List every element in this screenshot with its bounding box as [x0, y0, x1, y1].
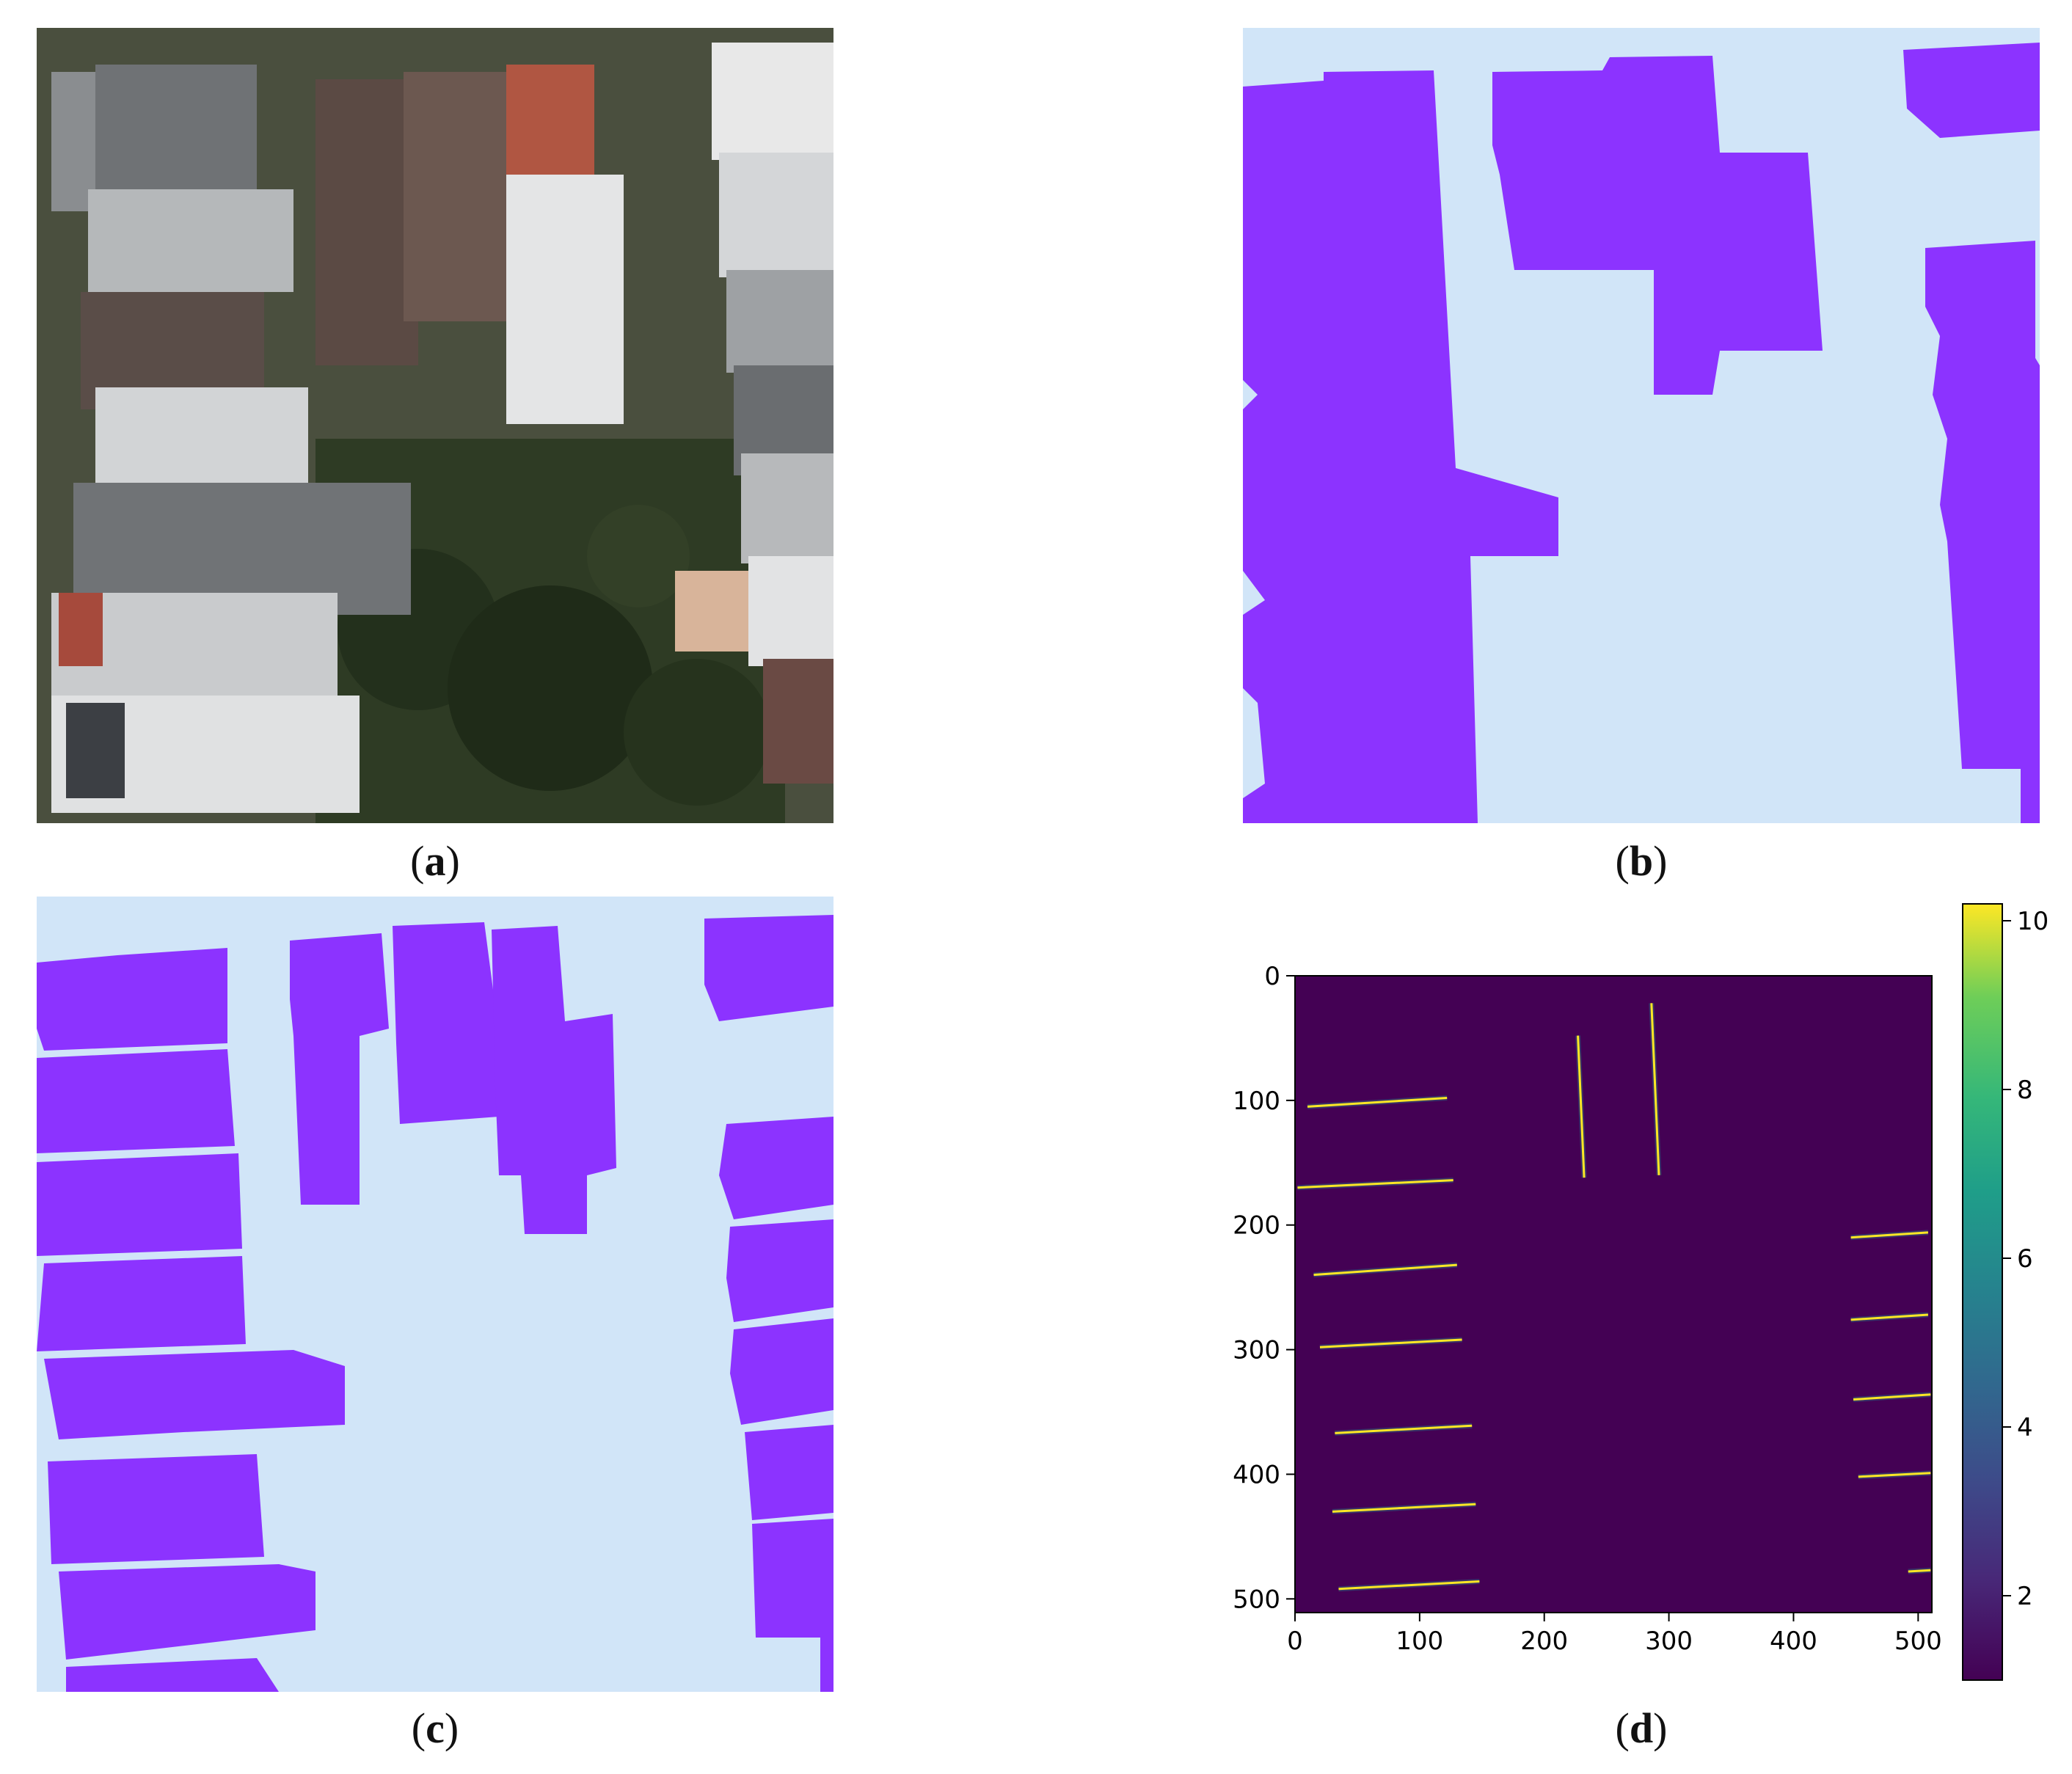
y-tick-label-1: 100 [1233, 1087, 1280, 1116]
panel-b-mask [1243, 28, 2040, 823]
x-tick-label-1: 100 [1396, 1627, 1443, 1656]
x-tick-label-3: 300 [1645, 1627, 1693, 1656]
heatmap-frame [1294, 975, 1933, 1613]
y-axis: 0 100 200 300 400 500 [1233, 962, 1295, 1614]
segment-2 [1313, 1263, 1457, 1277]
panel-c-mask [37, 897, 833, 1692]
colorbar-tick-label-3: 8 [2017, 1076, 2033, 1105]
segment-13 [1908, 1569, 1931, 1573]
segment-8 [1650, 1003, 1660, 1175]
segment-11 [1853, 1393, 1931, 1401]
x-tick-label-2: 200 [1520, 1627, 1568, 1656]
caption-d-open: ( [1615, 1704, 1630, 1752]
caption-c: (c) [288, 1704, 582, 1753]
caption-b-open: ( [1615, 837, 1630, 885]
segment-7 [1577, 1035, 1586, 1178]
colorbar-tick-label-0: 2 [2017, 1582, 2033, 1611]
segment-12 [1858, 1472, 1931, 1478]
caption-a: (a) [288, 836, 582, 886]
caption-b-letter: b [1629, 837, 1654, 885]
colorbar-tick-label-2: 6 [2017, 1244, 2033, 1274]
segment-3 [1319, 1338, 1462, 1348]
x-tick-label-5: 500 [1894, 1627, 1942, 1656]
segment-9 [1850, 1231, 1929, 1239]
caption-d-letter: d [1629, 1704, 1654, 1752]
heatmap-segments [1297, 1003, 1931, 1592]
segment-0 [1307, 1096, 1448, 1108]
colorbar-tick-label-4: 10 [2017, 907, 2049, 936]
x-axis: 0 100 200 300 400 500 [1287, 1613, 1942, 1656]
heatmap-chart: 0 100 200 300 400 500 0 100 200 300 400 500 2 4 6 8 10 [1233, 903, 2049, 1681]
caption-c-open: ( [411, 1704, 426, 1752]
x-tick-label-0: 0 [1287, 1627, 1303, 1656]
building-mask-b [1243, 28, 2040, 823]
segment-6 [1338, 1580, 1480, 1591]
y-tick-label-2: 200 [1233, 1211, 1280, 1241]
colorbar-tick-label-1: 4 [2017, 1413, 2033, 1442]
caption-c-close: ) [444, 1704, 459, 1752]
panel-a-aerial-image [37, 28, 833, 823]
y-tick-label-4: 400 [1233, 1460, 1280, 1489]
segment-4 [1335, 1424, 1473, 1434]
segment-10 [1850, 1313, 1929, 1321]
caption-a-letter: a [424, 837, 446, 885]
caption-a-open: ( [410, 837, 425, 885]
colorbar [1962, 903, 2003, 1681]
y-tick-label-0: 0 [1264, 962, 1280, 991]
heatmap-plot-area [1295, 976, 1932, 1613]
colorbar-ticks: 2 4 6 8 10 [2002, 907, 2049, 1611]
caption-b-close: ) [1653, 837, 1668, 885]
caption-c-letter: c [426, 1704, 445, 1752]
panel-d-heatmap: 0 100 200 300 400 500 0 100 200 300 400 500 2 4 6 8 10 [1203, 895, 2072, 1702]
caption-a-close: ) [445, 837, 460, 885]
segment-1 [1297, 1179, 1453, 1189]
caption-d: (d) [1495, 1704, 1788, 1753]
building-mask-c [37, 897, 833, 1692]
aerial-photo [37, 28, 833, 823]
x-tick-label-4: 400 [1770, 1627, 1817, 1656]
y-tick-label-5: 500 [1233, 1585, 1280, 1614]
segment-5 [1332, 1503, 1476, 1513]
caption-d-close: ) [1653, 1704, 1668, 1752]
caption-b: (b) [1495, 836, 1788, 886]
y-tick-label-3: 300 [1233, 1336, 1280, 1365]
